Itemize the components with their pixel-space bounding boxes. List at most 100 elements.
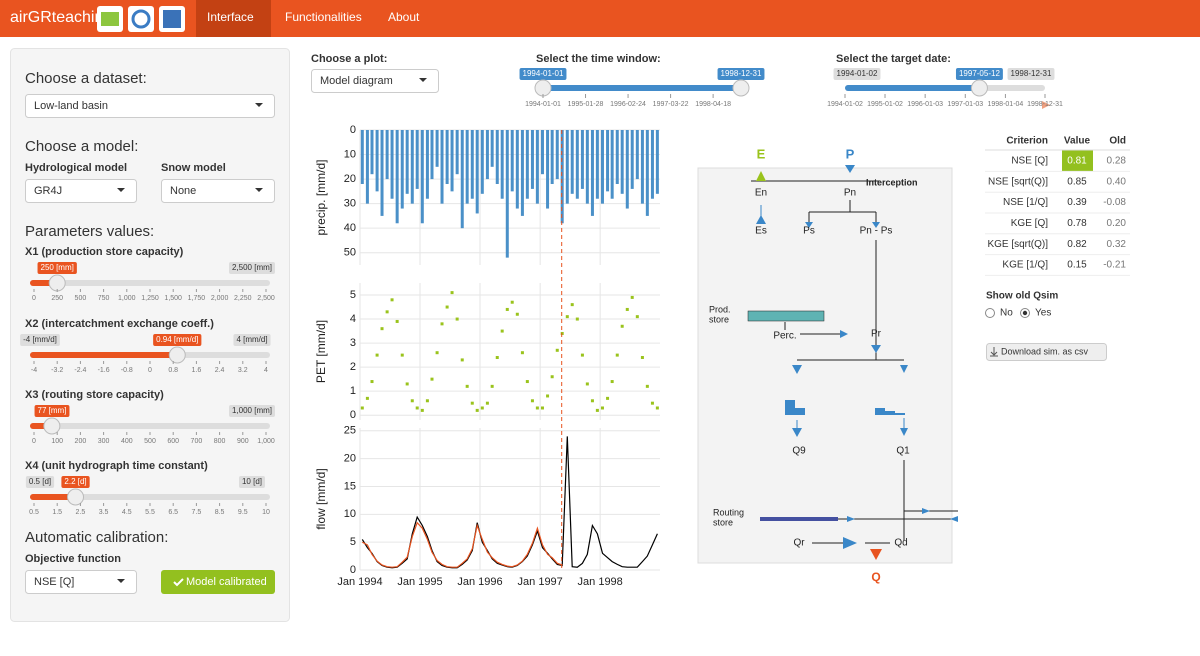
slider-fill <box>30 494 76 500</box>
pet-point <box>490 384 494 388</box>
precip-bar <box>515 130 519 209</box>
precip-bar <box>415 130 419 189</box>
slider-handle[interactable] <box>67 488 85 506</box>
pet-point <box>515 312 519 316</box>
pet-point <box>360 406 364 410</box>
slider-tick-label: 500 <box>144 438 156 445</box>
y-tick-label: 40 <box>344 222 356 234</box>
y-tick-label: 10 <box>344 508 356 520</box>
y-tick-label: 20 <box>344 453 356 465</box>
slider-tick-label: 1,500 <box>164 295 182 302</box>
slider-tick-label: 7.5 <box>192 509 202 516</box>
section-title: Choose a dataset: <box>25 70 147 87</box>
slider-tick-label: 400 <box>121 438 133 445</box>
highlight-cell <box>1062 150 1093 171</box>
y-tick-label: 20 <box>344 173 356 185</box>
pet-point <box>645 384 649 388</box>
precip-bar <box>620 130 624 194</box>
precip-bar <box>465 130 469 204</box>
pet-point <box>480 406 484 410</box>
slider-track <box>543 85 741 91</box>
y-tick-label: 0 <box>350 124 356 136</box>
pet-point <box>640 356 644 360</box>
diagram-label: Qr <box>793 538 805 549</box>
pet-point <box>510 300 514 304</box>
caret <box>117 188 125 192</box>
precip-bar <box>535 130 539 204</box>
slider-tick-label: 2,500 <box>257 295 275 302</box>
caret <box>255 188 263 192</box>
slider-max-label-bg <box>238 476 266 488</box>
slider-max-label-bg <box>233 334 271 346</box>
field-label: Objective function <box>25 553 121 565</box>
nav-item[interactable]: Functionalities <box>285 10 362 24</box>
slider-tick-label: 2,250 <box>234 295 252 302</box>
field-label: Choose a plot: <box>311 53 387 65</box>
precip-bar <box>360 130 364 184</box>
pet-point <box>650 401 654 405</box>
diagram-label: Pr <box>871 329 882 340</box>
select[interactable] <box>161 179 275 203</box>
slider-value-label: 2.2 [d] <box>64 477 86 486</box>
select[interactable] <box>25 179 137 203</box>
select-value: NSE [Q] <box>34 576 74 588</box>
slider-tick-label: 1996-02-24 <box>610 101 646 108</box>
plot-area <box>360 283 660 420</box>
slider-value-label: 77 [mm] <box>38 406 67 415</box>
slider-handle[interactable] <box>534 79 552 97</box>
slider-fill <box>845 85 980 91</box>
table-cell: NSE [sqrt(Q)] <box>988 176 1048 187</box>
slider-handle[interactable] <box>48 274 66 292</box>
slider-handle[interactable] <box>168 346 186 364</box>
slider-label: X2 (intercatchment exchange coeff.) <box>25 318 214 330</box>
precip-bar <box>430 130 434 180</box>
play-button[interactable] <box>1042 101 1050 109</box>
slider-tick-label: 3.2 <box>238 367 248 374</box>
download-icon <box>990 347 998 357</box>
precip-bar <box>510 130 514 192</box>
y-tick-label: 5 <box>350 289 356 301</box>
precip-bar <box>645 130 649 216</box>
precip-bar <box>380 130 384 216</box>
y-tick-label: 50 <box>344 247 356 259</box>
precip-bar <box>500 130 504 199</box>
precip-bar <box>546 130 550 209</box>
slider-value-label-bg <box>717 68 765 80</box>
select[interactable] <box>25 570 137 594</box>
slider-handle[interactable] <box>970 79 988 97</box>
calibrate-button[interactable] <box>161 570 275 594</box>
y-tick-label: 15 <box>344 480 356 492</box>
slider-value-label-bg <box>153 334 202 346</box>
y-tick-label: 0 <box>350 409 356 421</box>
y-tick-label: 10 <box>344 148 356 160</box>
slider-min-label: 1994-01-02 <box>837 69 878 78</box>
pet-point <box>595 408 599 412</box>
slider-handle[interactable] <box>43 417 61 435</box>
slider-tick-label: 1.6 <box>192 367 202 374</box>
nav-item[interactable]: About <box>388 10 420 24</box>
precip-bar <box>595 130 599 199</box>
logo-mark <box>131 9 151 29</box>
download-button[interactable] <box>986 343 1107 361</box>
pet-point <box>525 380 529 384</box>
diagram-label: store <box>709 314 729 324</box>
diagram-arrow <box>756 171 766 181</box>
precip-bar <box>600 130 604 204</box>
pet-point <box>635 315 639 319</box>
radio[interactable] <box>985 308 995 318</box>
pet-point <box>395 319 399 323</box>
slider-track <box>30 494 270 500</box>
diagram-label: Interception <box>866 177 918 187</box>
field-label: Snow model <box>161 162 226 174</box>
slider-tick-label: 0 <box>32 295 36 302</box>
select-value: Model diagram <box>320 75 393 87</box>
caret <box>255 103 263 107</box>
select[interactable] <box>311 69 439 93</box>
slider-tick-label: 2.4 <box>215 367 225 374</box>
select[interactable] <box>25 94 275 118</box>
nav-item[interactable]: Interface <box>207 10 254 24</box>
slider-handle[interactable] <box>732 79 750 97</box>
precip-bar <box>505 130 509 258</box>
table-cell: 0.85 <box>1067 176 1087 187</box>
